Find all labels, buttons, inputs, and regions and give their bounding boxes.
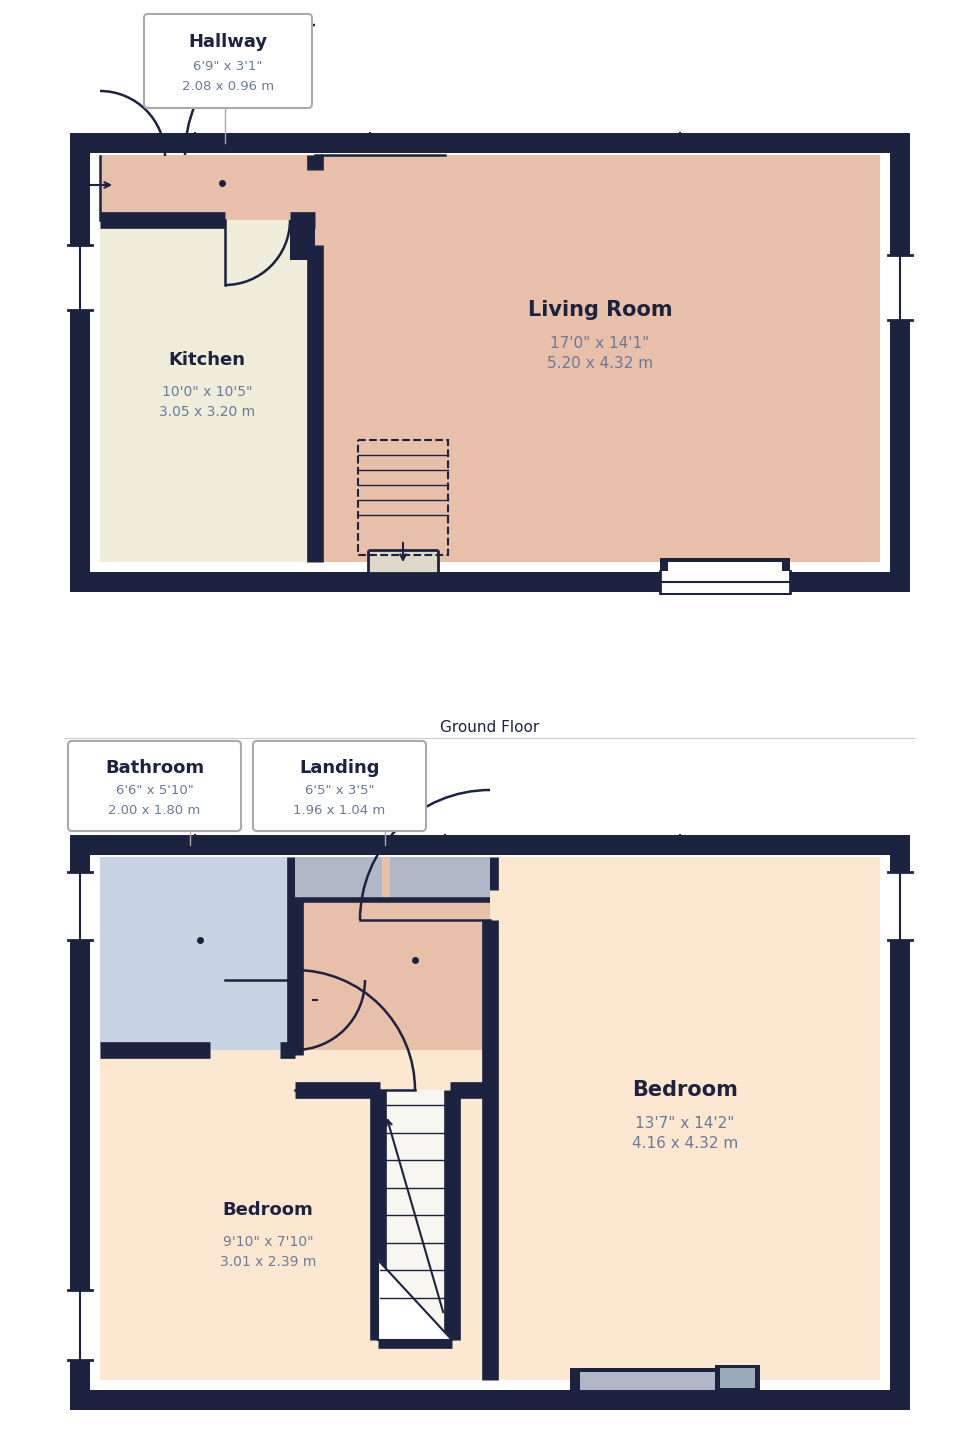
Text: Living Room: Living Room — [527, 300, 672, 320]
Bar — [660, 558, 790, 595]
Bar — [888, 872, 912, 939]
Text: Bedroom: Bedroom — [632, 1079, 738, 1100]
Text: Bedroom: Bedroom — [222, 1201, 314, 1219]
FancyBboxPatch shape — [68, 742, 241, 831]
FancyBboxPatch shape — [144, 14, 312, 108]
Text: 2.08 x 0.96 m: 2.08 x 0.96 m — [182, 81, 274, 94]
Text: Kitchen: Kitchen — [169, 351, 246, 369]
Bar — [368, 550, 438, 573]
Text: 3.01 x 2.39 m: 3.01 x 2.39 m — [220, 1255, 317, 1268]
Bar — [580, 1372, 720, 1390]
Text: 17'0" x 14'1": 17'0" x 14'1" — [551, 336, 650, 351]
Text: 6'5" x 3'5": 6'5" x 3'5" — [305, 785, 374, 798]
Text: 4.16 x 4.32 m: 4.16 x 4.32 m — [632, 1136, 738, 1150]
FancyBboxPatch shape — [253, 742, 426, 831]
Bar — [100, 154, 315, 219]
Bar — [70, 835, 910, 856]
Bar — [68, 245, 92, 310]
Bar — [378, 1089, 452, 1341]
Bar — [70, 571, 910, 592]
Polygon shape — [378, 1260, 452, 1341]
Bar — [290, 219, 315, 260]
Bar — [720, 1368, 755, 1388]
Text: 6'6" x 5'10": 6'6" x 5'10" — [116, 785, 193, 798]
Bar — [68, 1290, 92, 1359]
Bar — [68, 872, 92, 939]
Text: 1.96 x 1.04 m: 1.96 x 1.04 m — [293, 804, 385, 817]
Bar — [490, 857, 880, 1380]
Bar — [70, 835, 90, 1410]
Bar — [580, 1372, 720, 1390]
Bar — [295, 857, 382, 900]
Text: 9'10" x 7'10": 9'10" x 7'10" — [222, 1235, 314, 1250]
Text: 5.20 x 4.32 m: 5.20 x 4.32 m — [547, 355, 653, 371]
Bar — [358, 440, 448, 556]
Bar — [390, 857, 490, 900]
Bar — [890, 835, 910, 1410]
Bar — [295, 857, 490, 1089]
Bar — [315, 154, 880, 561]
Text: Ground Floor: Ground Floor — [440, 720, 540, 736]
Text: 6'9" x 3'1": 6'9" x 3'1" — [193, 59, 263, 72]
Text: 10'0" x 10'5": 10'0" x 10'5" — [162, 385, 252, 400]
Bar — [668, 561, 782, 580]
Bar — [890, 133, 910, 592]
Bar — [660, 571, 790, 593]
Text: 13'7" x 14'2": 13'7" x 14'2" — [635, 1115, 735, 1130]
Bar — [100, 219, 315, 561]
Bar — [715, 1365, 760, 1395]
Bar — [570, 1368, 730, 1405]
Text: Bathroom: Bathroom — [105, 759, 204, 776]
Bar — [100, 1051, 490, 1380]
Bar — [70, 133, 90, 592]
Bar — [70, 133, 910, 153]
Text: Landing: Landing — [299, 759, 380, 776]
Text: 3.05 x 3.20 m: 3.05 x 3.20 m — [159, 405, 255, 418]
Text: 2.00 x 1.80 m: 2.00 x 1.80 m — [109, 804, 201, 817]
Bar — [70, 1390, 910, 1410]
Text: Hallway: Hallway — [188, 33, 268, 51]
Bar — [888, 255, 912, 320]
Bar — [100, 857, 295, 1051]
